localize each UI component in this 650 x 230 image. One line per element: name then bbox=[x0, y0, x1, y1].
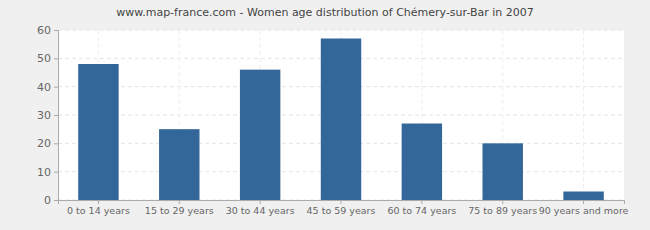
y-tick-label: 20 bbox=[37, 137, 51, 150]
bar bbox=[483, 143, 523, 200]
y-tick-mark bbox=[54, 143, 58, 144]
y-tick: 20 bbox=[37, 137, 58, 150]
y-tick-label: 0 bbox=[44, 194, 51, 207]
bar bbox=[321, 39, 361, 201]
x-tick: 45 to 59 years bbox=[307, 200, 376, 216]
x-tick-label: 75 to 89 years bbox=[468, 205, 537, 216]
plot: 0 10 20 30 40 50 60 0 to 14 years 15 to 29 years… bbox=[37, 24, 629, 216]
bar bbox=[563, 192, 603, 201]
y-tick-label: 60 bbox=[37, 24, 51, 37]
x-tick-label: 90 years and more bbox=[539, 205, 629, 216]
background bbox=[0, 0, 650, 230]
y-tick-label: 40 bbox=[37, 81, 51, 94]
y-axis: 0 10 20 30 40 50 60 bbox=[37, 24, 59, 207]
x-tick-label: 60 to 74 years bbox=[387, 205, 456, 216]
bar bbox=[78, 64, 118, 200]
y-tick: 50 bbox=[37, 52, 58, 65]
y-tick-label: 30 bbox=[37, 109, 51, 122]
y-tick-mark bbox=[54, 172, 58, 173]
grid-x bbox=[98, 30, 583, 200]
bars bbox=[78, 39, 604, 201]
y-tick: 0 bbox=[44, 194, 58, 207]
y-tick: 30 bbox=[37, 109, 58, 122]
x-axis: 0 to 14 years 15 to 29 years 30 to 44 year… bbox=[59, 200, 629, 216]
bar bbox=[159, 129, 199, 200]
y-tick-mark bbox=[54, 200, 58, 201]
y-tick-mark bbox=[54, 30, 58, 31]
y-axis-line bbox=[54, 31, 59, 201]
x-tick-mark bbox=[260, 200, 261, 204]
x-tick-mark bbox=[179, 200, 180, 204]
x-tick: 15 to 29 years bbox=[145, 200, 214, 216]
title: www.map-france.com - Women age distribut… bbox=[116, 6, 534, 19]
bar bbox=[402, 124, 442, 201]
y-tick-label: 50 bbox=[37, 52, 51, 65]
x-tick-label: 15 to 29 years bbox=[145, 205, 214, 216]
chart: www.map-france.com - Women age distribut… bbox=[0, 0, 650, 230]
x-tick-label: 0 to 14 years bbox=[67, 205, 130, 216]
x-axis-line bbox=[59, 201, 625, 205]
x-tick-mark bbox=[98, 200, 99, 204]
plot-area bbox=[58, 30, 624, 200]
x-tick-label: 45 to 59 years bbox=[307, 205, 376, 216]
x-tick-mark bbox=[502, 200, 503, 204]
y-tick: 10 bbox=[37, 166, 58, 179]
x-tick: 0 to 14 years bbox=[67, 200, 130, 216]
y-tick: 40 bbox=[37, 81, 58, 94]
y-tick-mark bbox=[54, 87, 58, 88]
x-tick: 90 years and more bbox=[539, 200, 629, 216]
grid bbox=[58, 30, 624, 200]
y-tick: 60 bbox=[37, 24, 58, 37]
x-tick: 75 to 89 years bbox=[468, 200, 537, 216]
x-tick-label: 30 to 44 years bbox=[226, 205, 295, 216]
grid-line-x bbox=[583, 30, 584, 200]
y-tick-label: 10 bbox=[37, 166, 51, 179]
bar bbox=[240, 70, 280, 200]
x-tick: 60 to 74 years bbox=[387, 200, 456, 216]
x-tick-mark bbox=[421, 200, 422, 204]
x-tick-mark bbox=[341, 200, 342, 204]
x-tick-mark bbox=[583, 200, 584, 204]
y-tick-mark bbox=[54, 115, 58, 116]
x-tick: 30 to 44 years bbox=[226, 200, 295, 216]
y-tick-mark bbox=[54, 58, 58, 59]
